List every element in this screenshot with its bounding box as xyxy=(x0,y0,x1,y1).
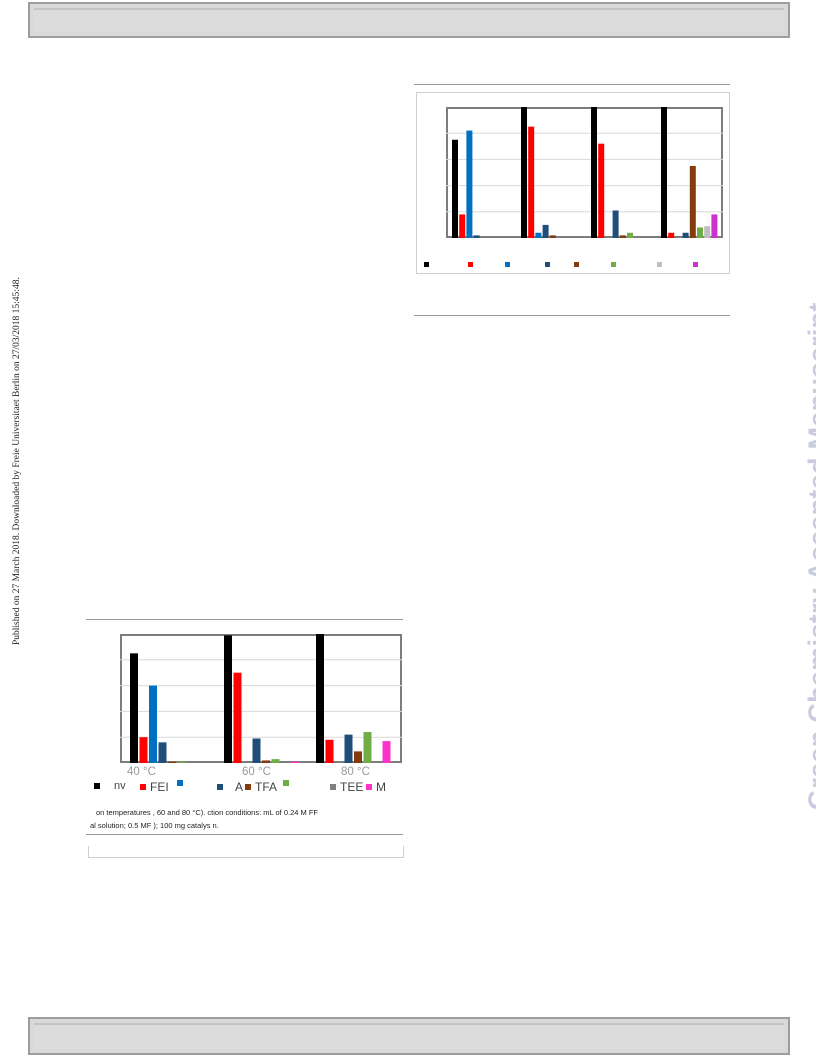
figure-left-bottom-box xyxy=(88,846,404,858)
category-label-80: 80 °C xyxy=(341,766,370,778)
bar-m-group1 xyxy=(290,761,299,763)
bar-a-group2 xyxy=(344,734,353,763)
legend-swatch-7 xyxy=(693,262,698,267)
page-footer-bar xyxy=(28,1017,790,1055)
bar-series0-group0 xyxy=(452,139,458,238)
bar-series4-group1 xyxy=(549,235,556,238)
bar-tfa-group2 xyxy=(354,751,362,763)
figure-right-top-rule xyxy=(414,84,730,85)
bar-series2-group0 xyxy=(466,130,473,238)
bar-series0-group1 xyxy=(521,107,527,238)
bar-series2-group1 xyxy=(535,232,542,238)
figure-left-caption-line-1: on temperatures , 60 and 80 °C). ction c… xyxy=(96,808,318,817)
legend-item-tee: TEE xyxy=(330,780,363,794)
bar-tfa-group0 xyxy=(168,761,176,763)
legend-swatch-grey xyxy=(330,784,336,790)
bar-a-group1 xyxy=(252,738,261,763)
legend-swatch-2 xyxy=(505,262,510,267)
legend-swatch-blue xyxy=(177,780,183,786)
legend-item-blue xyxy=(177,780,187,786)
bar-series4-group3 xyxy=(689,165,696,238)
bar-series3-group2 xyxy=(612,210,619,238)
legend-swatch-green xyxy=(283,780,289,786)
legend-item-nv: nv xyxy=(94,780,126,792)
bar-series1-group1 xyxy=(528,126,535,238)
legend-swatch-magenta xyxy=(366,784,372,790)
figure-left-caption-line-2: al solution; 0.5 MF ); 100 mg catalys n. xyxy=(90,821,219,830)
figure-right-bottom-rule xyxy=(414,315,730,316)
legend-swatch-5 xyxy=(611,262,616,267)
legend-swatch-1 xyxy=(468,262,473,267)
bar-m-group2 xyxy=(382,741,391,763)
bar-series1-group2 xyxy=(598,143,605,238)
figure-right-chart xyxy=(446,107,723,238)
bar-series5-group2 xyxy=(627,232,633,238)
bar-series5-group2 xyxy=(363,732,372,763)
legend-item-green xyxy=(283,780,293,786)
page-header-inner xyxy=(34,8,784,32)
bar-tfa-group1 xyxy=(262,760,270,763)
bar-series4-group2 xyxy=(619,235,626,238)
figure-left-bottom-rule xyxy=(86,834,403,835)
legend-swatch-4 xyxy=(574,262,579,267)
bar-series5-group3 xyxy=(697,227,703,238)
legend-swatch-brown xyxy=(245,784,251,790)
legend-item-m: M xyxy=(366,780,386,794)
legend-swatch-3 xyxy=(545,262,550,267)
bar-nv-group1 xyxy=(224,635,232,763)
bar-series1-group3 xyxy=(668,232,675,238)
bar-series6-group3 xyxy=(704,226,711,238)
legend-swatch-black xyxy=(94,783,100,789)
legend-label-tfa: TFA xyxy=(255,780,278,794)
bar-fei-group2 xyxy=(325,739,334,763)
legend-item-fei: FEI xyxy=(140,780,169,794)
bar-fei-group0 xyxy=(139,737,148,763)
legend-swatch-6 xyxy=(657,262,662,267)
bar-series3-group1 xyxy=(542,224,549,238)
legend-swatch-navy xyxy=(217,784,223,790)
figure-left-plot-area xyxy=(120,634,402,763)
bar-nv-group0 xyxy=(130,653,138,763)
accepted-manuscript-watermark: Green Chemistry Accepted Manuscript xyxy=(803,302,816,810)
bar-a-group0 xyxy=(158,742,167,763)
figure-right-plot-area xyxy=(446,107,723,238)
bar-fei-group1 xyxy=(233,672,242,763)
legend-swatch-0 xyxy=(424,262,429,267)
bar-series1-group0 xyxy=(459,214,466,238)
bar-series0-group2 xyxy=(591,107,597,238)
legend-label-fei: FEI xyxy=(150,780,169,794)
bar-series2-group0 xyxy=(149,685,157,763)
bar-nv-group2 xyxy=(316,634,324,763)
bar-series7-group3 xyxy=(711,214,718,238)
figure-left-top-rule xyxy=(86,619,403,620)
figure-left-legend: nv FEI A TFA TEE M xyxy=(0,780,816,794)
category-label-40: 40 °C xyxy=(127,766,156,778)
legend-label-tee: TEE xyxy=(340,780,364,794)
legend-label-a: A xyxy=(235,780,244,794)
bar-series3-group3 xyxy=(682,232,689,238)
bar-series0-group3 xyxy=(661,107,667,238)
publication-note: Published on 27 March 2018. Downloaded b… xyxy=(12,277,22,645)
page-footer-inner xyxy=(34,1023,784,1049)
page-header-bar xyxy=(28,2,790,38)
category-label-60: 60 °C xyxy=(242,766,271,778)
figure-right-box xyxy=(416,92,730,274)
bar-series5-group1 xyxy=(271,759,280,763)
figure-left-chart xyxy=(120,634,402,763)
figure-right-legend xyxy=(424,262,698,267)
legend-item-a: A xyxy=(217,780,243,794)
bar-series5-group0 xyxy=(177,761,186,763)
bar-series3-group0 xyxy=(473,235,480,238)
legend-label-nv: nv xyxy=(114,780,126,792)
legend-label-m: M xyxy=(376,780,386,794)
legend-item-tfa: TFA xyxy=(245,780,277,794)
legend-swatch-red xyxy=(140,784,146,790)
